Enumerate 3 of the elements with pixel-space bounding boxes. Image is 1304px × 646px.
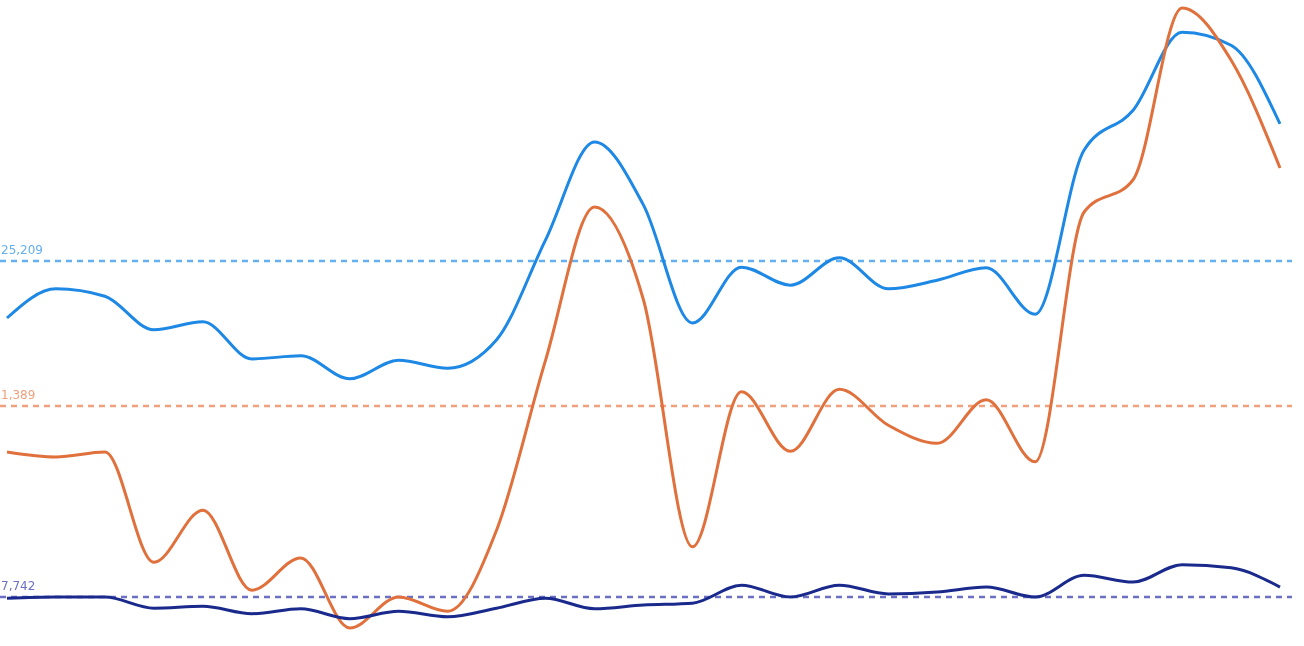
annotation: 1,389 xyxy=(1,388,36,403)
annotation: 7,742 xyxy=(1,579,36,593)
annotation: 25,209 xyxy=(1,242,43,257)
